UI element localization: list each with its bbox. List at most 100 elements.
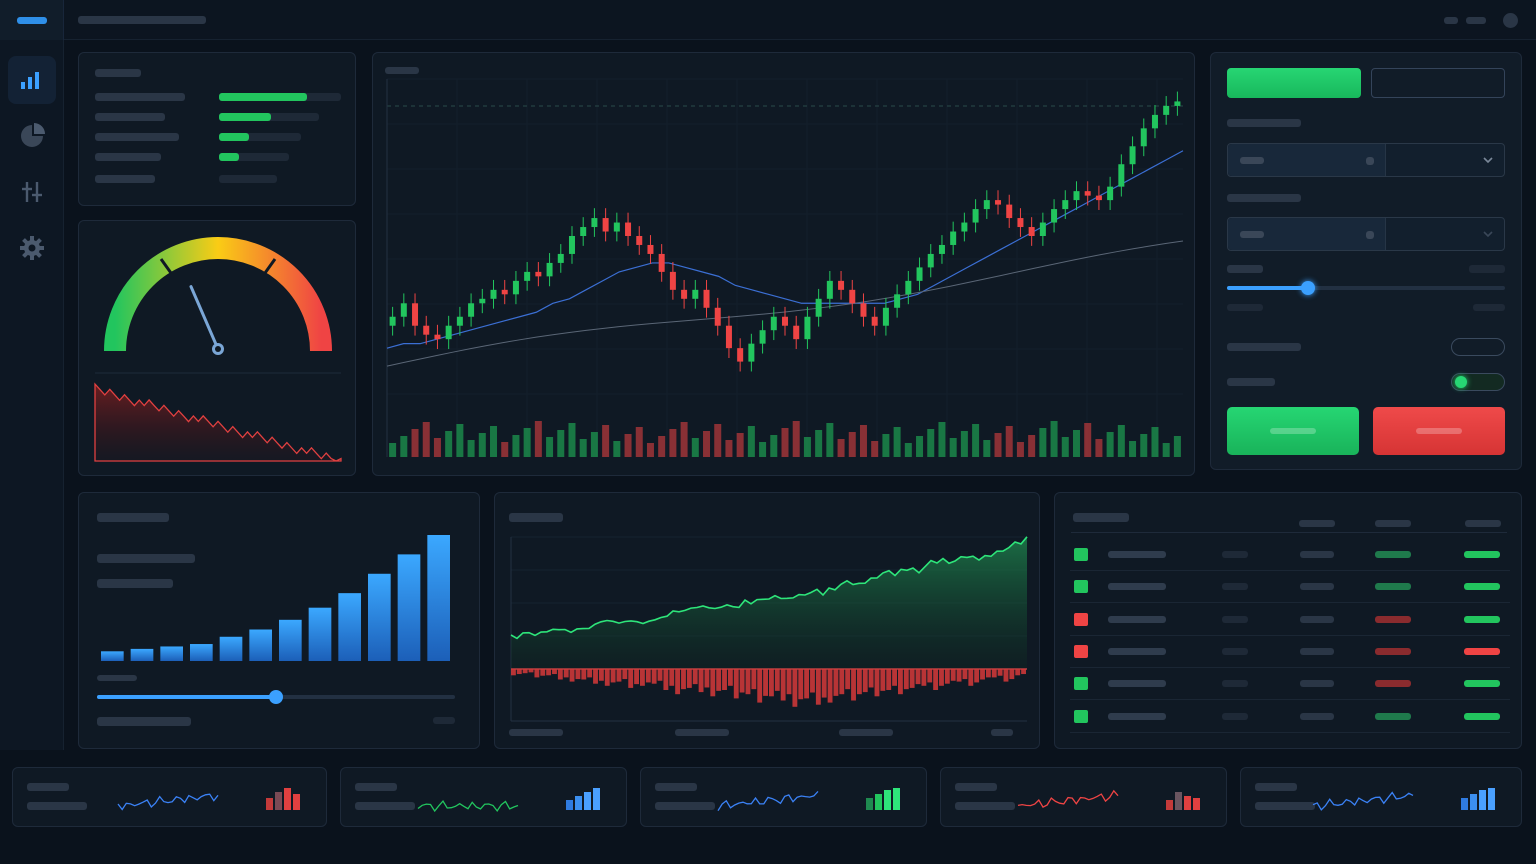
volume-bar (389, 443, 397, 457)
table-row[interactable] (1070, 539, 1510, 571)
option-toggle-2[interactable] (1451, 373, 1505, 391)
candle (714, 307, 721, 326)
volume-bar (871, 441, 879, 457)
col-header (1375, 520, 1411, 527)
ticker-symbol (27, 783, 69, 791)
growth-bar (130, 648, 154, 661)
candle (1140, 128, 1147, 147)
sparkline (1312, 791, 1414, 811)
drawdown-bar (710, 669, 716, 697)
ticker-symbol (1255, 783, 1297, 791)
kpi-fill (219, 133, 250, 141)
leverage-slider[interactable] (1227, 281, 1505, 295)
cell (1222, 647, 1248, 655)
sell-button[interactable] (1373, 407, 1505, 455)
volume-bar (1117, 425, 1125, 457)
mini-bar (593, 788, 600, 810)
asset-name (1108, 680, 1166, 688)
volume-bar (826, 423, 834, 457)
mini-bar (1175, 792, 1182, 810)
slider-handle[interactable] (1300, 281, 1315, 295)
ticker-card[interactable] (640, 767, 927, 827)
top-action-2[interactable] (1466, 17, 1486, 24)
drawdown-bar (903, 669, 909, 690)
asset-name (1108, 615, 1166, 623)
volume-bar (422, 422, 430, 457)
pnl-cell (1464, 680, 1500, 688)
volume-bar (1039, 428, 1047, 457)
buy-tab[interactable] (1227, 68, 1361, 98)
candle (602, 218, 609, 232)
drawdown-bar (622, 669, 628, 680)
table-row[interactable] (1070, 701, 1510, 733)
avatar[interactable] (1503, 13, 1518, 28)
candlestick-chart[interactable] (373, 53, 1196, 477)
candle (938, 244, 945, 254)
drawdown-bar (645, 669, 651, 683)
growth-title (97, 513, 169, 522)
top-action-1[interactable] (1444, 17, 1458, 24)
moving-average-line (386, 150, 1184, 349)
amount-select[interactable] (1227, 217, 1505, 251)
buy-button[interactable] (1227, 407, 1359, 455)
cell (1300, 680, 1334, 688)
slider-handle[interactable] (269, 690, 283, 704)
ticker-card[interactable] (1240, 767, 1522, 827)
volume-bar (646, 443, 654, 457)
candle (1174, 101, 1181, 106)
table-row[interactable] (1070, 604, 1510, 636)
sidebar-item-adjust[interactable] (8, 168, 56, 216)
ticker-card[interactable] (340, 767, 627, 827)
candle (782, 316, 788, 326)
drawdown-bar (804, 669, 810, 699)
sidebar-item-charts[interactable] (8, 56, 56, 104)
order-type-select[interactable] (1227, 143, 1505, 177)
range-slider[interactable] (97, 690, 455, 704)
drawdown-bar (933, 669, 939, 690)
candle (793, 325, 800, 340)
ticker-card[interactable] (940, 767, 1227, 827)
table-row[interactable] (1070, 571, 1510, 604)
volume-bar (848, 432, 856, 457)
volume-bar (994, 433, 1002, 457)
table-row[interactable] (1070, 668, 1510, 701)
drawdown-bar (909, 669, 915, 688)
volume-bar (1005, 426, 1013, 457)
candle (546, 262, 553, 277)
positions-title (1073, 513, 1129, 522)
candle (1062, 200, 1069, 210)
table-row[interactable] (1070, 636, 1510, 668)
chart-title (385, 67, 419, 74)
growth-footer (97, 717, 191, 726)
drawdown-bar (1021, 669, 1026, 675)
volume-bar (803, 437, 811, 457)
asset-name (1108, 551, 1166, 558)
kpi-row (95, 153, 341, 161)
status-indicator (1074, 677, 1088, 691)
volume-bar (882, 434, 890, 457)
drawdown-bar (774, 669, 780, 691)
cell (1300, 615, 1334, 623)
pnl-area (511, 536, 1027, 669)
ticker-card[interactable] (12, 767, 327, 827)
sidebar-item-settings[interactable] (8, 224, 56, 272)
drawdown-bar (686, 669, 692, 688)
drawdown-bar (581, 669, 587, 680)
candle (1163, 105, 1170, 115)
volume-bar (837, 439, 845, 457)
mini-bar (1461, 798, 1468, 810)
ticker-price (355, 802, 415, 810)
slider-label (97, 675, 137, 681)
volume-bar (433, 438, 441, 457)
volume-bar (669, 429, 677, 457)
option-toggle-1[interactable] (1451, 338, 1505, 356)
volume-bar (1106, 432, 1114, 457)
mini-bar (1193, 798, 1200, 810)
drawdown-bar (798, 669, 804, 700)
kpi-fill (219, 113, 271, 121)
sell-tab[interactable] (1371, 68, 1505, 98)
sidebar-item-portfolio[interactable] (8, 112, 56, 160)
candle (983, 200, 990, 210)
logo[interactable] (0, 0, 64, 40)
volume-bar (927, 429, 935, 457)
